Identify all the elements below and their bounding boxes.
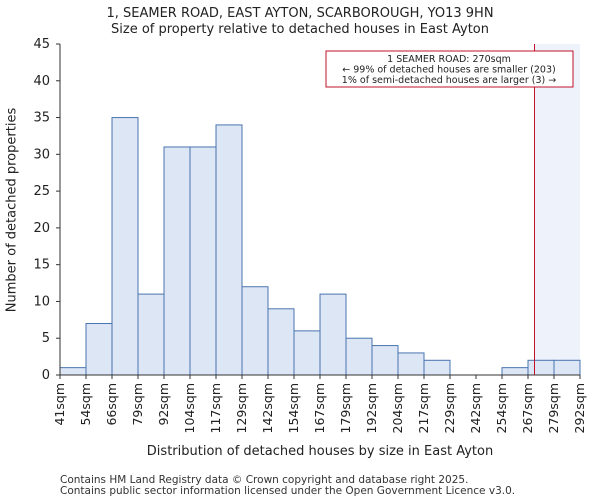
y-tick-label: 15 [33,258,50,273]
bar-179sqm [345,337,373,376]
x-tick-label: 229sqm [442,383,457,433]
y-tick-label: 5 [42,331,50,346]
x-axis-label: Distribution of detached houses by size … [146,444,494,459]
bar-254sqm [501,367,529,376]
annotation-box [325,50,574,88]
y-tick-label: 0 [42,368,50,383]
x-tick-label: 154sqm [286,383,301,433]
bar-192sqm [371,345,399,376]
x-tick-label: 79sqm [130,383,145,426]
highlight-region [534,44,580,375]
y-tick-label: 30 [33,147,50,162]
bar-129sqm [241,286,269,376]
x-tick-label: 217sqm [416,383,431,433]
bar-267sqm [527,359,555,376]
x-tick-label: 167sqm [312,383,327,433]
bar-167sqm [319,293,347,376]
annotation-line: 1 SEAMER ROAD: 270sqm [387,54,511,65]
chart-subtitle: Size of property relative to detached ho… [111,22,489,37]
bar-54sqm [85,323,113,376]
bar-142sqm [267,308,295,376]
x-tick-label: 117sqm [208,383,223,433]
bar-41sqm [59,367,87,376]
x-tick-label: 242sqm [468,383,483,433]
bar-66sqm [111,117,139,376]
footer-licence: Contains public sector information licen… [60,485,516,497]
x-tick-label: 142sqm [260,383,275,433]
x-tick-label: 279sqm [546,383,561,433]
x-tick-label: 179sqm [338,383,353,433]
bar-217sqm [423,359,451,376]
y-tick-label: 45 [33,37,50,52]
x-tick-label: 41sqm [52,383,67,426]
x-tick-label: 92sqm [156,383,171,426]
x-tick-label: 267sqm [520,383,535,433]
x-tick-label: 204sqm [390,383,405,433]
bar-204sqm [397,352,425,376]
y-tick-label: 40 [33,74,50,89]
y-tick-label: 25 [33,184,50,199]
y-tick-label: 10 [33,294,50,309]
bar-117sqm [215,124,243,376]
y-tick-label: 35 [33,111,50,126]
x-tick-label: 254sqm [494,383,509,433]
x-tick-label: 54sqm [78,383,93,426]
x-tick-label: 292sqm [572,383,587,433]
chart-title: 1, SEAMER ROAD, EAST AYTON, SCARBOROUGH,… [106,6,494,21]
annotation-line: 1% of semi-detached houses are larger (3… [342,75,556,86]
y-axis-label: Number of detached properties [4,107,20,313]
footer-copyright: Contains HM Land Registry data © Crown c… [60,474,469,486]
x-tick-label: 192sqm [364,383,379,433]
x-tick-label: 104sqm [182,383,197,433]
bar-154sqm [293,330,321,376]
y-tick-label: 20 [33,221,50,236]
bar-79sqm [137,293,165,376]
annotation-line: ← 99% of detached houses are smaller (20… [342,65,555,76]
x-tick-label: 66sqm [104,383,119,426]
bar-104sqm [189,146,217,376]
x-tick-label: 129sqm [234,383,249,433]
bar-92sqm [163,146,191,376]
bar-279sqm [553,359,581,376]
